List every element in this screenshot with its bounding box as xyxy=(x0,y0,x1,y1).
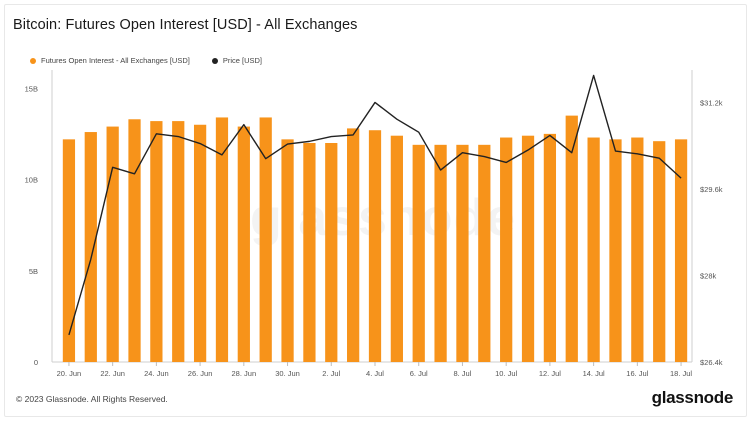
bar-open-interest-10 xyxy=(281,139,294,362)
bar-open-interest-13 xyxy=(347,128,360,362)
copyright-text: © 2023 Glassnode. All Rights Reserved. xyxy=(16,394,168,404)
bar-open-interest-3 xyxy=(128,119,141,363)
bar-open-interest-18 xyxy=(456,144,469,362)
bar-open-interest-16 xyxy=(412,144,425,362)
bar-open-interest-11 xyxy=(303,143,316,362)
bar-open-interest-14 xyxy=(368,130,382,362)
glassnode-logo: glassnode xyxy=(651,388,734,407)
bar-open-interest-20 xyxy=(500,137,513,362)
bar-open-interest-25 xyxy=(609,139,622,362)
bar-open-interest-15 xyxy=(390,135,403,362)
bar-open-interest-21 xyxy=(521,135,535,362)
x-tick-label-9: 8. Jul xyxy=(453,369,471,378)
x-tick-label-0: 20. Jun xyxy=(57,369,82,378)
bar-open-interest-0 xyxy=(62,139,76,362)
bar-open-interest-9 xyxy=(259,117,272,362)
x-tick-label-4: 28. Jun xyxy=(232,369,257,378)
x-tick-label-8: 6. Jul xyxy=(410,369,428,378)
legend-swatch-price xyxy=(211,57,218,64)
legend-item-open-interest[interactable]: Futures Open Interest - All Exchanges [U… xyxy=(30,56,190,65)
bar-open-interest-23 xyxy=(565,115,578,362)
x-tick-label-10: 10. Jul xyxy=(495,369,517,378)
legend-label-price: Price [USD] xyxy=(222,56,263,65)
bar-open-interest-12 xyxy=(325,143,338,362)
y-right-tick-label-3: $31.2k xyxy=(700,98,723,107)
bar-open-interest-7 xyxy=(215,117,229,362)
y-right-tick-label-0: $26.4k xyxy=(700,358,723,367)
price-line xyxy=(68,74,682,336)
bar-open-interest-24 xyxy=(587,137,600,362)
bar-open-interest-4 xyxy=(150,121,163,362)
y-right-tick-label-1: $28k xyxy=(700,271,717,280)
x-tick-label-13: 16. Jul xyxy=(626,369,648,378)
bar-open-interest-28 xyxy=(674,139,688,362)
bar-open-interest-2 xyxy=(106,126,119,362)
bar-open-interest-19 xyxy=(478,144,491,362)
x-tick-label-6: 2. Jul xyxy=(322,369,340,378)
x-tick-label-12: 14. Jul xyxy=(583,369,605,378)
legend-label-open-interest: Futures Open Interest - All Exchanges [U… xyxy=(41,56,190,65)
bar-open-interest-26 xyxy=(631,137,644,362)
bar-open-interest-8 xyxy=(237,126,250,362)
bar-open-interest-1 xyxy=(84,132,97,362)
x-tick-label-5: 30. Jun xyxy=(275,369,300,378)
x-tick-label-2: 24. Jun xyxy=(144,369,169,378)
bar-open-interest-5 xyxy=(172,121,185,362)
legend-swatch-open-interest xyxy=(30,57,36,64)
bar-open-interest-27 xyxy=(653,141,666,362)
bar-open-interest-6 xyxy=(193,124,207,362)
x-tick-label-3: 26. Jun xyxy=(188,369,213,378)
x-tick-label-14: 18. Jul xyxy=(670,369,692,378)
y-right-tick-label-2: $29.6k xyxy=(700,185,723,194)
x-tick-label-7: 4. Jul xyxy=(366,369,384,378)
legend: Futures Open Interest - All Exchanges [U… xyxy=(30,56,262,65)
y-left-tick-label-2: 10B xyxy=(25,176,38,185)
y-left-tick-label-0: 0 xyxy=(34,358,38,367)
y-left-tick-label-3: 15B xyxy=(25,84,38,93)
y-left-tick-label-1: 5B xyxy=(29,267,38,276)
legend-item-price[interactable]: Price [USD] xyxy=(211,56,263,65)
watermark: glassnode xyxy=(250,188,516,248)
chart-title: Bitcoin: Futures Open Interest [USD] - A… xyxy=(13,17,358,33)
bar-open-interest-17 xyxy=(434,144,447,362)
x-tick-label-1: 22. Jun xyxy=(100,369,125,378)
bar-open-interest-22 xyxy=(543,133,557,362)
x-tick-label-11: 12. Jul xyxy=(539,369,561,378)
